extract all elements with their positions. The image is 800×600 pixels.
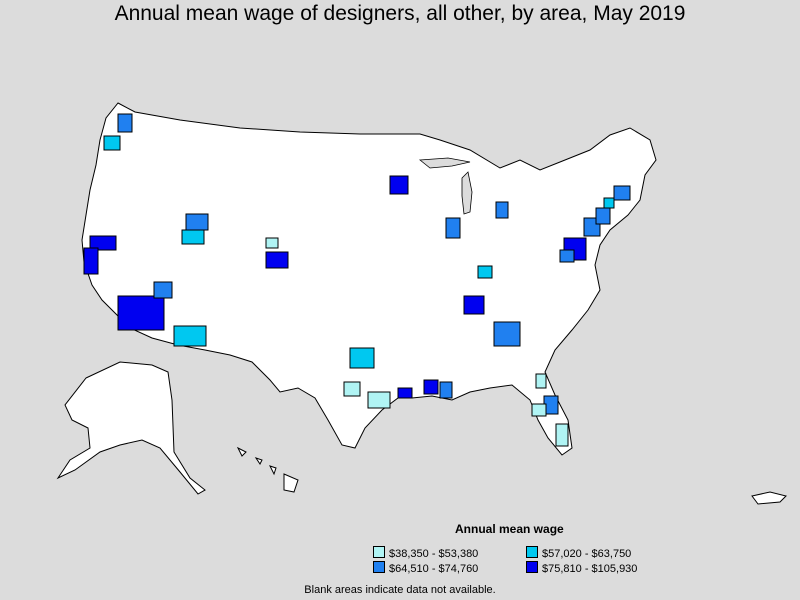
legend-label-4: $75,810 - $105,930: [542, 563, 638, 575]
legend-item-2: $57,020 - $63,750: [526, 546, 631, 560]
area-tampa: [531, 403, 547, 417]
area-lv: [153, 281, 173, 299]
legend-swatch-4: [526, 561, 538, 573]
area-boise: [185, 213, 209, 231]
legend: $38,350 - $53,380 $57,020 - $63,750 $64,…: [373, 546, 673, 576]
area-mobile: [397, 387, 413, 399]
lake-superior: [418, 157, 471, 169]
area-phoenix: [173, 325, 207, 347]
area-bay: [83, 247, 99, 275]
legend-item-4: $75,810 - $105,930: [526, 561, 637, 575]
legend-item-3: $64,510 - $74,760: [373, 561, 478, 575]
contiguous-us-shape: [81, 102, 657, 456]
area-boston: [613, 185, 631, 201]
legend-item-1: $38,350 - $53,380: [373, 546, 478, 560]
area-hartford: [603, 197, 615, 209]
area-seattle: [117, 113, 133, 133]
legend-label-1: $38,350 - $53,380: [389, 548, 479, 560]
area-denver: [265, 251, 289, 269]
legend-swatch-3: [373, 561, 385, 573]
area-portland: [103, 135, 121, 151]
map-title: Annual mean wage of designers, all other…: [114, 2, 686, 25]
area-nyc: [595, 207, 611, 225]
legend-label-2: $57,020 - $63,750: [542, 548, 632, 560]
area-gulf: [439, 381, 453, 399]
area-chicago: [445, 217, 461, 239]
legend-swatch-2: [526, 546, 538, 558]
area-nola: [423, 379, 439, 395]
alaska-shape: [56, 361, 206, 495]
area-la: [117, 295, 165, 331]
area-sf: [89, 235, 117, 251]
legend-swatch-1: [373, 546, 385, 558]
area-atlanta: [493, 321, 521, 347]
blank-areas-note: Blank areas indicate data not available.: [304, 584, 496, 596]
area-houston: [367, 391, 391, 409]
area-nashville: [463, 295, 485, 315]
hawaii-shape: [236, 446, 299, 493]
area-miami: [555, 423, 569, 447]
area-austin: [343, 381, 361, 397]
area-cs: [265, 237, 279, 249]
area-polygons: [83, 113, 631, 447]
area-kc: [477, 265, 493, 279]
legend-label-3: $64,510 - $74,760: [389, 563, 479, 575]
area-minneapolis: [389, 175, 409, 195]
area-dallas: [349, 347, 375, 369]
legend-title: Annual mean wage: [455, 522, 564, 536]
area-slc: [181, 229, 205, 245]
area-detroit: [495, 201, 509, 219]
lake-michigan: [461, 171, 473, 215]
area-ral: [559, 249, 575, 263]
puerto-rico-shape: [751, 491, 787, 505]
area-jax: [535, 373, 547, 389]
